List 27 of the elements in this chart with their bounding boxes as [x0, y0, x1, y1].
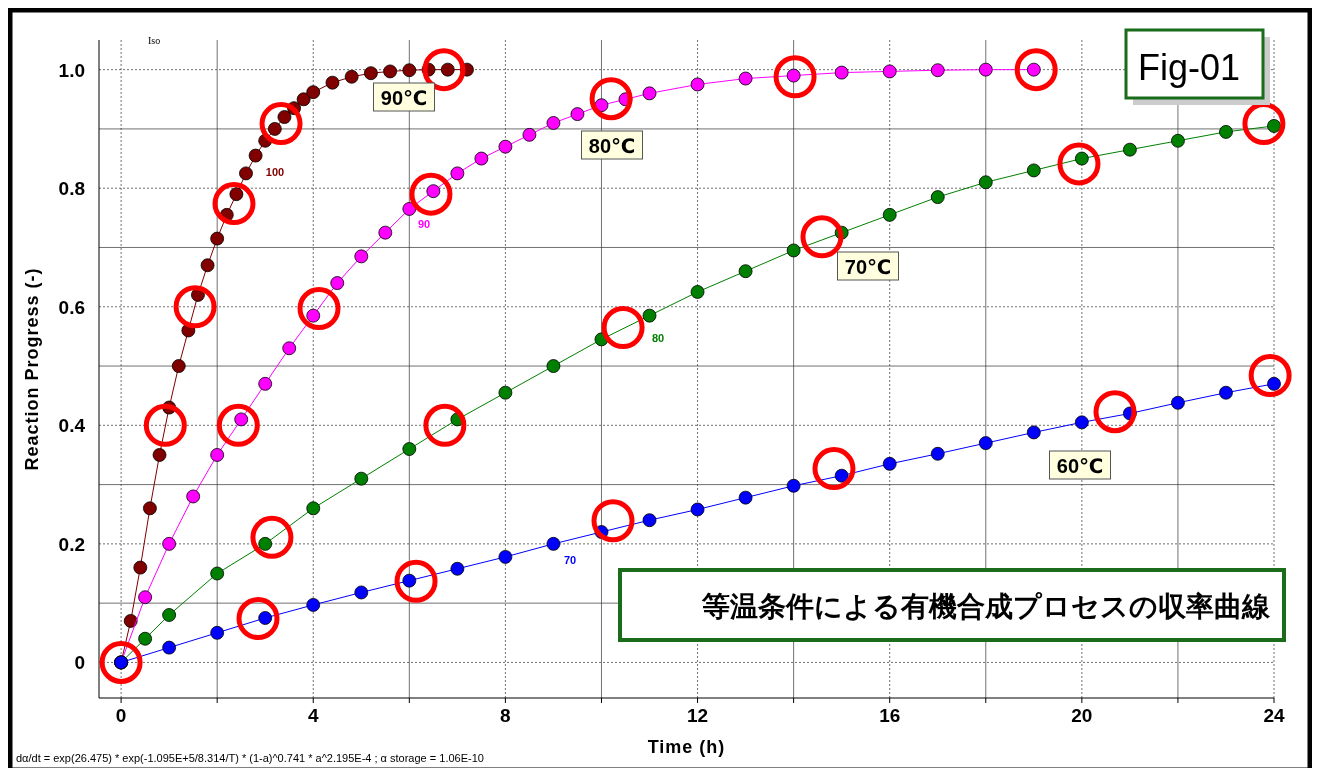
x-tick-label: 12 [686, 705, 709, 726]
x-tick-label: 16 [879, 705, 901, 726]
x-tick-label: 8 [500, 705, 511, 726]
x-tick-label: 24 [1263, 705, 1285, 726]
annotation: 70℃ [844, 256, 892, 278]
annotation: 80℃ [588, 135, 636, 157]
annotation: 90℃ [380, 87, 428, 109]
y-tick-label: 0.4 [58, 415, 86, 437]
annotation: 70 [563, 554, 577, 566]
y-tick-label: 1.0 [58, 59, 85, 81]
y-axis-title: Reaction Progress (-) [22, 267, 42, 471]
annotation: Iso [148, 35, 161, 46]
y-tick-label: 0.6 [58, 296, 85, 318]
text: 等温条件による有機合成プロセスの収率曲線 [701, 591, 1271, 622]
x-axis-title: Time (h) [647, 737, 726, 757]
y-tick-label: 0.8 [58, 178, 85, 200]
y-tick-label: 0.2 [58, 533, 85, 555]
x-tick-label: 0 [115, 705, 127, 726]
text: dα/dt = exp(26.475) * exp(-1.095E+5/8.314/T) * (1-a)^0.741 * a^2.195E-4 ; α storage = 1.06E-10 [16, 752, 484, 764]
y-tick-label: 0 [74, 652, 85, 674]
annotation: 60℃ [1056, 455, 1104, 477]
x-tick-label: 20 [1071, 705, 1093, 726]
x-tick-label: 4 [307, 705, 319, 726]
annotation: 80 [651, 332, 665, 344]
annotation: Fig-01 [1138, 47, 1241, 88]
annotation: 90 [417, 218, 431, 230]
annotation: 100 [265, 166, 285, 178]
